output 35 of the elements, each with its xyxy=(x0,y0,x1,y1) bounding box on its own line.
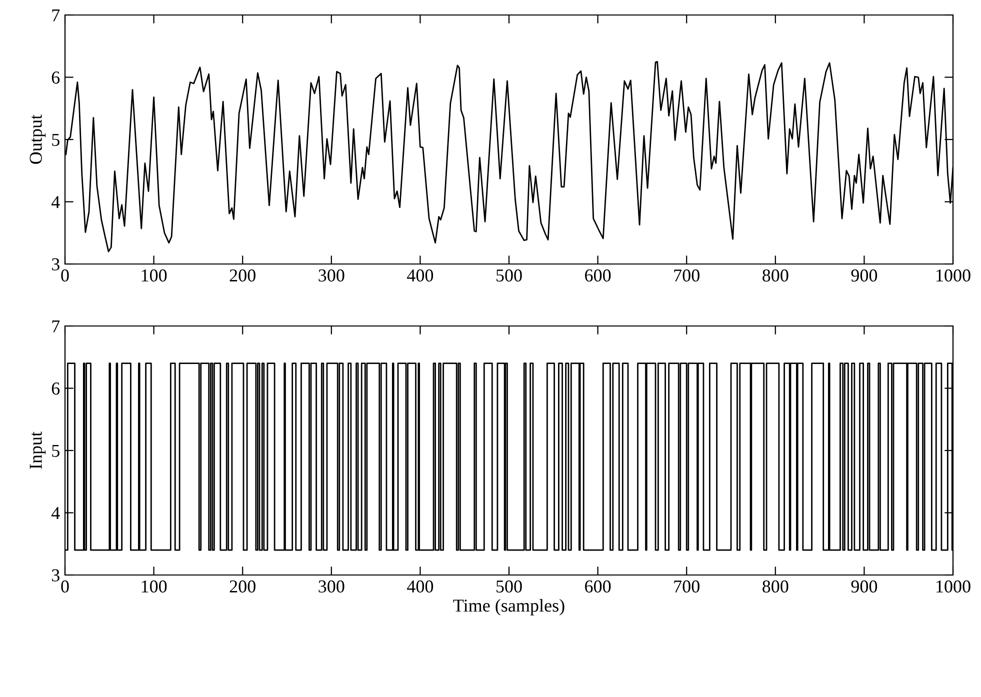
y-axis-title: Input xyxy=(30,432,46,469)
x-tick-label: 400 xyxy=(407,269,434,282)
x-tick-label: 1000 xyxy=(936,269,970,282)
y-tick-label: 5 xyxy=(52,134,60,146)
y-tick-label: 4 xyxy=(51,196,60,208)
y-tick-label: 6 xyxy=(52,72,60,84)
x-tick-label: 100 xyxy=(142,580,167,593)
y-tick-label: 5 xyxy=(52,444,60,457)
y-tick-label: 7 xyxy=(52,9,60,22)
x-tick-label: 400 xyxy=(407,580,434,593)
x-tick-label: 0 xyxy=(61,580,69,593)
x-tick-label: 500 xyxy=(496,269,522,282)
y-tick-label: 3 xyxy=(52,258,60,270)
x-tick-label: 300 xyxy=(318,269,344,282)
x-tick-label: 0 xyxy=(61,269,69,282)
x-tick-label: 900 xyxy=(851,269,878,282)
y-tick-label: 6 xyxy=(52,382,60,395)
x-tick-label: 600 xyxy=(585,269,611,282)
x-axis-title: Time (samples) xyxy=(453,599,564,616)
x-tick-label: 900 xyxy=(851,580,878,593)
y-axis-title: Output xyxy=(30,114,46,164)
y-tick-label: 4 xyxy=(51,507,60,520)
x-tick-label: 200 xyxy=(230,580,256,593)
x-tick-label: 800 xyxy=(762,580,788,593)
x-tick-label: 100 xyxy=(142,269,167,282)
y-tick-label: 3 xyxy=(52,569,60,582)
x-tick-label: 700 xyxy=(674,580,700,593)
y-tick-label: 7 xyxy=(52,320,60,332)
x-tick-label: 500 xyxy=(496,580,522,593)
x-tick-label: 600 xyxy=(585,580,611,593)
x-tick-label: 1000 xyxy=(936,580,970,593)
x-tick-label: 700 xyxy=(674,269,700,282)
x-tick-label: 300 xyxy=(318,580,344,593)
x-tick-label: 200 xyxy=(230,269,256,282)
x-tick-label: 800 xyxy=(762,269,788,282)
